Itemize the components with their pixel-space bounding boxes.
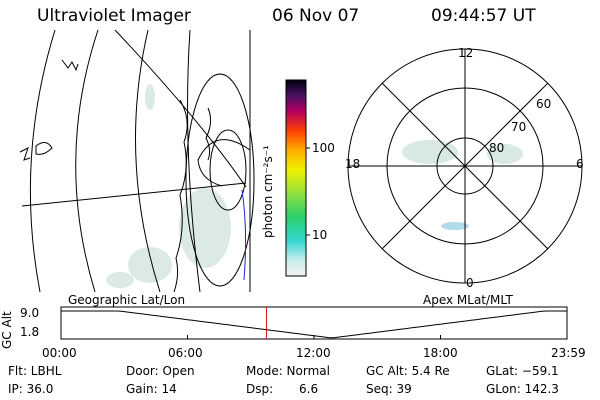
- map-limb: [185, 73, 255, 287]
- mlat-label-70: 70: [511, 120, 527, 134]
- map-meridian: [135, 30, 161, 292]
- observation-time: 09:44:57 UT: [431, 6, 536, 26]
- x-tick-0600: 06:00: [168, 346, 203, 360]
- colorbar-tick-100: 100: [312, 141, 335, 155]
- geographic-label: Geographic Lat/Lon: [68, 293, 186, 307]
- mode-status: Mode: Normal: [246, 364, 330, 378]
- seq-status: Seq: 39: [366, 382, 412, 396]
- gain-status: Gain: 14: [126, 382, 177, 396]
- observation-date: 06 Nov 07: [272, 6, 360, 26]
- coastline: [35, 142, 53, 155]
- y-tick-1-8: 1.8: [20, 325, 40, 339]
- glon-status: GLon: 142.3: [486, 382, 559, 396]
- map-inner-ring: [209, 129, 247, 211]
- geographic-map-panel: [19, 30, 255, 292]
- colorbar-tick-10: 10: [312, 228, 328, 242]
- gc-alt-status: GC Alt: 5.4 Re: [366, 364, 450, 378]
- x-tick-0000: 00:00: [42, 346, 77, 360]
- filter-status: Flt: LBHL: [8, 364, 62, 378]
- instrument-title: Ultraviolet Imager: [37, 6, 191, 26]
- map-meridian: [29, 30, 56, 292]
- coastline: [61, 59, 79, 72]
- map-parallel: [114, 30, 247, 188]
- x-tick-1800: 18:00: [423, 346, 458, 360]
- polar-diagonal: [381, 82, 549, 250]
- dsp-label: Dsp:: [246, 382, 274, 396]
- apex-label: Apex MLat/MLT: [423, 293, 513, 307]
- gc-alt-axis-label: GC Alt: [0, 311, 14, 349]
- color-scale-bar: [285, 79, 310, 277]
- mlt-label-6: 6: [576, 157, 584, 171]
- y-tick-9: 9.0: [20, 306, 40, 320]
- x-tick-1200: 12:00: [296, 346, 331, 360]
- map-lat-ring: [197, 139, 251, 187]
- x-tick-2359: 23:59: [551, 346, 586, 360]
- coastline: [173, 99, 188, 292]
- uv-emission-speckle: [106, 84, 231, 288]
- coastline: [205, 107, 212, 161]
- timeline-frame: [60, 306, 568, 340]
- mlt-label-18: 18: [345, 157, 361, 171]
- polar-emission-speckle: [402, 140, 523, 230]
- ip-status: IP: 36.0: [8, 382, 54, 396]
- altitude-timeline: [60, 306, 568, 340]
- color-scale-gradient: [285, 79, 307, 277]
- coastline: [19, 147, 31, 161]
- door-status: Door: Open: [126, 364, 195, 378]
- orbit-track: [241, 189, 247, 281]
- mlt-label-0: 0: [466, 276, 474, 290]
- mlat-label-60: 60: [536, 97, 552, 111]
- glat-status: GLat: −59.1: [486, 364, 559, 378]
- mlt-label-12: 12: [458, 46, 474, 60]
- altitude-trace: [61, 310, 567, 339]
- mlat-label-80: 80: [489, 141, 505, 155]
- colorbar-unit-label: photon cm⁻²s⁻¹: [261, 145, 275, 238]
- map-parallel: [21, 182, 247, 207]
- dsp-value: 6.6: [299, 382, 319, 396]
- polar-mlt-plot: [347, 48, 583, 284]
- map-meridian: [75, 30, 99, 292]
